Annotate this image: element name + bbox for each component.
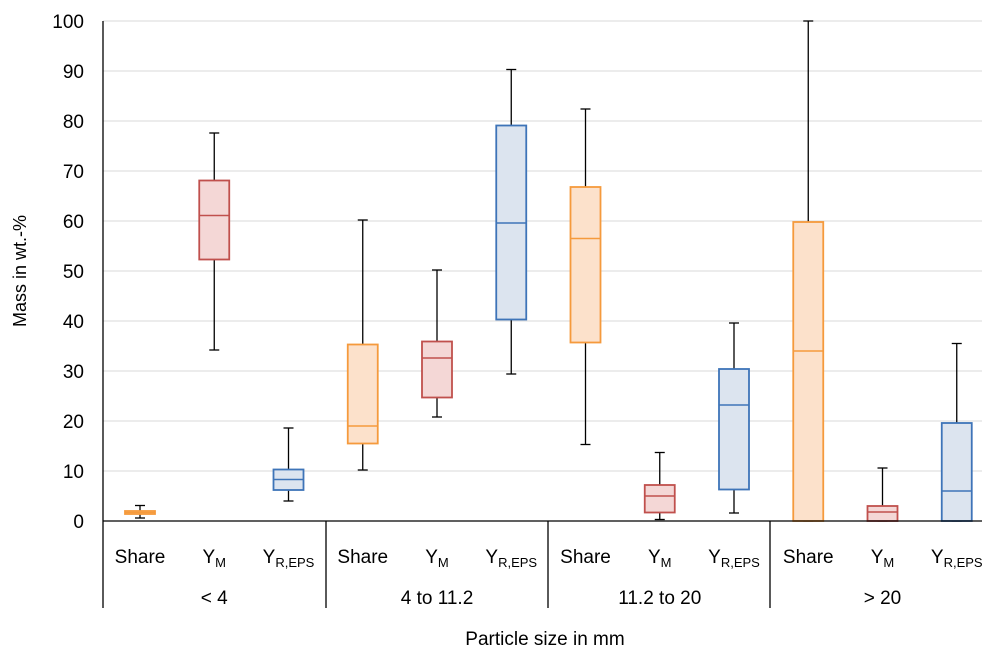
y-tick-labels: 0 10 20 30 40 50 60 70 80 90 100	[52, 12, 84, 533]
x-category-label: YM	[871, 547, 895, 570]
gridlines	[103, 20, 982, 472]
category-label-main: Share	[337, 547, 388, 568]
y-tick-label: 0	[73, 512, 84, 533]
x-category-label: Share	[560, 547, 611, 568]
category-label-main: Y	[931, 547, 944, 568]
y-axis-title: Mass in wt.-%	[10, 215, 30, 327]
box-plot	[421, 269, 453, 418]
y-tick-label: 90	[63, 62, 84, 83]
category-label-subscript: M	[661, 555, 672, 570]
category-label-main: Y	[425, 547, 438, 568]
box-plots	[124, 20, 973, 522]
category-label-subscript: M	[883, 555, 894, 570]
x-category-label: YM	[648, 547, 672, 570]
y-tick-label: 10	[63, 462, 84, 483]
category-label-main: Y	[871, 547, 884, 568]
box-plot	[718, 322, 750, 514]
box-plot	[940, 342, 973, 522]
category-label-main: Y	[708, 547, 721, 568]
y-tick-label: 70	[63, 162, 84, 183]
x-category-label: YR,EPS	[708, 547, 760, 570]
box	[569, 186, 602, 344]
y-tick-label: 100	[52, 12, 84, 33]
box-plot	[346, 219, 379, 471]
axes	[102, 21, 982, 522]
x-group-label: 4 to 11.2	[401, 588, 474, 609]
box-plot	[792, 20, 825, 522]
y-tick-label: 30	[63, 362, 84, 383]
category-label-main: Share	[783, 547, 834, 568]
category-label-subscript: M	[215, 555, 226, 570]
box	[198, 179, 231, 261]
x-category-label: Share	[115, 547, 166, 568]
box	[792, 221, 825, 522]
x-category-label: Share	[337, 547, 388, 568]
box-plot	[866, 467, 899, 522]
y-tick-label: 80	[63, 112, 84, 133]
x-axis-title: Particle size in mm	[465, 629, 624, 650]
box	[940, 422, 973, 522]
x-category-label: YR,EPS	[485, 547, 537, 570]
category-label-main: Y	[263, 547, 276, 568]
x-group-labels: < 4 4 to 11.2 11.2 to 20 > 20	[102, 521, 902, 609]
box-plot	[643, 451, 676, 521]
y-tick-label: 20	[63, 412, 84, 433]
category-label-subscript: M	[438, 555, 449, 570]
x-category-label: YR,EPS	[931, 547, 982, 570]
x-group-label: < 4	[201, 588, 228, 609]
category-label-main: Y	[648, 547, 661, 568]
category-label-subscript: R,EPS	[275, 555, 314, 570]
x-category-labels: Share YM YR,EPS Share YM YR,EPS Share YM YR,EPS S…	[115, 547, 982, 570]
category-label-main: Share	[560, 547, 611, 568]
box	[866, 505, 899, 522]
box	[346, 343, 379, 445]
box-plot	[495, 68, 528, 375]
category-label-subscript: R,EPS	[721, 555, 760, 570]
box	[718, 368, 750, 491]
box-plot	[124, 504, 156, 519]
category-label-main: Y	[485, 547, 498, 568]
box	[421, 340, 453, 399]
category-label-subscript: R,EPS	[498, 555, 537, 570]
y-tick-label: 40	[63, 312, 84, 333]
box-plot	[198, 132, 231, 351]
x-group-label: 11.2 to 20	[618, 588, 701, 609]
box-plot	[569, 108, 602, 446]
category-label-subscript: R,EPS	[944, 555, 982, 570]
y-tick-label: 50	[63, 262, 84, 283]
box	[643, 484, 676, 514]
x-category-label: YR,EPS	[263, 547, 315, 570]
x-group-label: > 20	[864, 588, 902, 609]
y-tick-label: 60	[63, 212, 84, 233]
category-label-main: Share	[115, 547, 166, 568]
x-category-label: Share	[783, 547, 834, 568]
box-plot	[272, 427, 305, 502]
x-category-label: YM	[202, 547, 226, 570]
x-category-label: YM	[425, 547, 449, 570]
category-label-main: Y	[202, 547, 215, 568]
